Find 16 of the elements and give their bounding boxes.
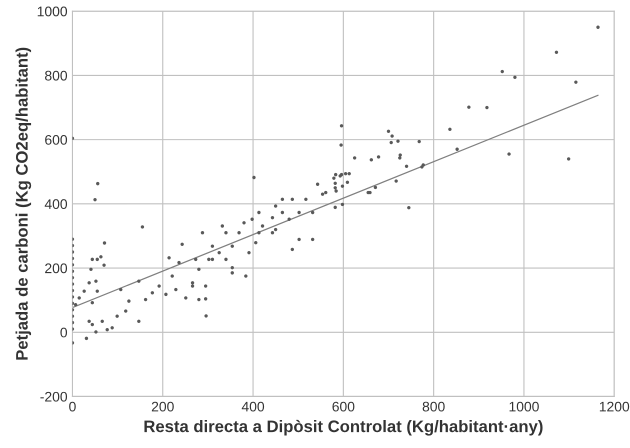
x-tick-label: 1200	[600, 402, 630, 412]
x-tick-label: 1000	[510, 402, 539, 412]
y-tick-label: 1000	[38, 6, 68, 16]
x-tick-label: 400	[242, 402, 264, 412]
y-tick-label: 800	[45, 70, 68, 81]
x-tick-label: 200	[152, 402, 174, 412]
y-tick-label: 0	[60, 328, 68, 338]
y-tick-label: -200	[40, 392, 68, 402]
x-tick-label: 0	[69, 402, 76, 412]
y-tick-label: 400	[44, 199, 68, 210]
y-tick-label: 200	[45, 263, 68, 274]
x-axis-title: Resta directa a Dipòsit Controlat (Kg/habitant·any)	[144, 420, 543, 436]
y-axis-title: Petjada de carboni (Kg CO2eq/habitant)	[16, 48, 32, 360]
y-tick-label: 600	[45, 134, 68, 145]
x-tick-label: 800	[422, 402, 445, 412]
x-tick-label: 600	[332, 402, 354, 412]
